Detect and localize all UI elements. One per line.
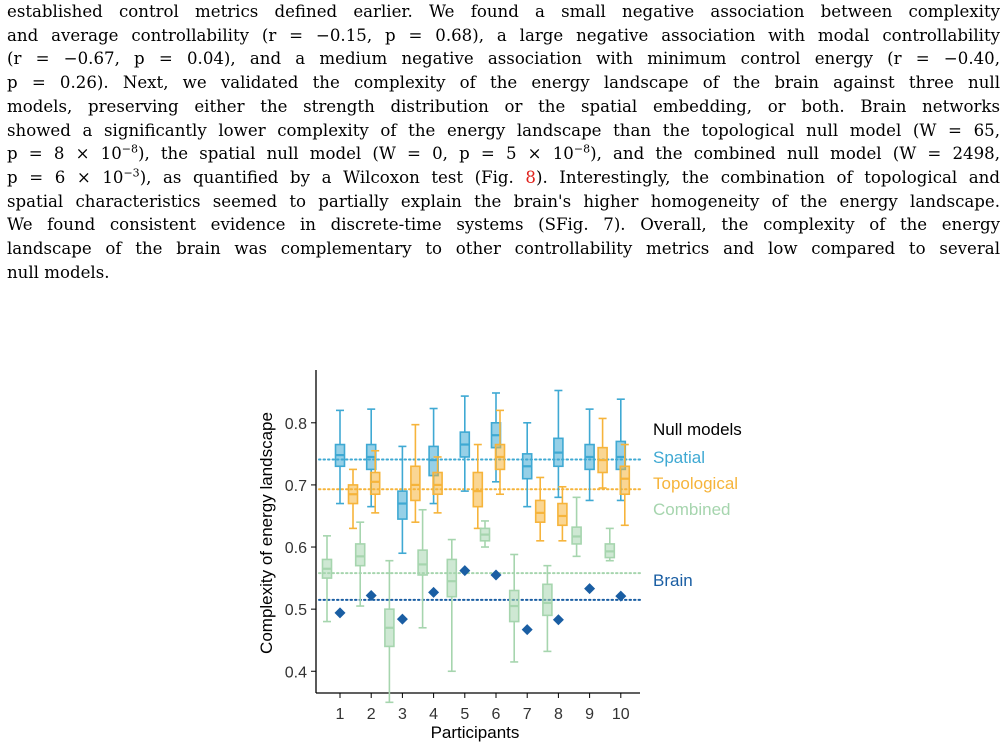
box-combined [508, 553, 520, 663]
box-spatial [584, 408, 595, 502]
brain-point [584, 583, 596, 595]
box-spatial [553, 389, 564, 499]
box-spatial [397, 445, 408, 555]
x-tick-label: 3 [398, 706, 407, 723]
paragraph-line: p = 6 × 10−3), as quantified by a Wilcox… [7, 166, 1000, 187]
box-iqr [410, 465, 421, 502]
paragraph-line: and average controllability (r = −0.15, … [7, 25, 1000, 45]
box-iqr [615, 440, 627, 471]
x-tick-label: 7 [523, 706, 532, 723]
paragraph-line: landscape of the brain was complementary… [7, 239, 1000, 259]
box-combined [604, 527, 616, 562]
box-combined [479, 520, 491, 548]
paragraph-line: p = 0.26). Next, we validated the comple… [7, 73, 1000, 93]
paragraph-line: spatial characteristics seemed to partia… [7, 191, 1000, 211]
brain-points [334, 565, 627, 636]
box-spatial [521, 421, 533, 508]
y-tick-label: 0.8 [285, 416, 307, 433]
box-topological [494, 409, 506, 496]
plot-axes: 0.4 0.5 0.6 0.7 0.8 1 2 3 4 5 6 7 8 9 10 [285, 370, 640, 723]
box-topological [347, 468, 359, 530]
brain-point [521, 624, 533, 636]
box-topological [369, 449, 381, 514]
brain-point [459, 565, 471, 577]
box-topological [597, 417, 608, 489]
x-tick-label: 2 [367, 706, 376, 723]
box-topological [619, 443, 631, 527]
x-tick-label: 5 [460, 706, 469, 723]
box-iqr [432, 471, 443, 496]
brain-point [615, 590, 627, 602]
paragraph-line: models, preserving either the strength d… [7, 96, 1000, 116]
y-tick-label: 0.6 [285, 540, 307, 557]
legend-title: Null models [653, 420, 742, 439]
x-tick-label: 10 [612, 706, 630, 723]
box-plots [321, 389, 631, 704]
x-tick-label: 8 [554, 706, 563, 723]
box-combined [384, 559, 395, 704]
box-spatial [459, 395, 471, 492]
box-topological [557, 485, 568, 542]
x-tick-label: 6 [492, 706, 501, 723]
paragraph-line: null models. [7, 262, 110, 282]
x-tick-label: 9 [585, 706, 594, 723]
paragraph-line: showed a significantly lower complexity … [7, 120, 1000, 140]
box-topological [410, 423, 421, 523]
legend-entry-topological: Topological [653, 474, 738, 493]
y-axis-title: Complexity of energy landscape [257, 412, 276, 654]
legend-entry-spatial: Spatial [653, 448, 705, 467]
brain-point [428, 586, 440, 598]
box-combined [571, 496, 582, 558]
box-topological [472, 443, 484, 530]
y-tick-label: 0.5 [285, 602, 307, 619]
brain-point [490, 569, 502, 581]
x-axis-title: Participants [431, 723, 520, 742]
brain-point [365, 589, 377, 601]
brain-point [396, 613, 408, 625]
box-topological [432, 456, 443, 514]
legend-entry-combined: Combined [653, 500, 731, 519]
box-combined [542, 564, 553, 653]
paragraph-line: We found consistent evidence in discrete… [7, 215, 1000, 235]
paragraph-line: established control metrics defined earl… [7, 2, 1000, 21]
x-tick-label: 1 [336, 706, 345, 723]
box-combined [354, 521, 366, 607]
y-tick-label: 0.4 [285, 664, 307, 681]
brain-point [552, 614, 564, 626]
box-iqr [354, 543, 366, 567]
paragraph-line: p = 8 × 10−8), the spatial null model (W… [7, 142, 1000, 164]
paragraph-line: (r = −0.67, p = 0.04), and a medium nega… [7, 49, 1000, 69]
figure-reference-link[interactable]: 8 [525, 167, 536, 187]
box-combined [321, 535, 333, 623]
box-iqr [397, 490, 408, 520]
box-spatial [334, 409, 346, 505]
body-paragraph: established control metrics defined earl… [7, 0, 1000, 284]
box-iqr [619, 465, 631, 496]
x-tick-label: 4 [429, 706, 438, 723]
box-combined [446, 538, 458, 673]
y-tick-label: 0.7 [285, 478, 307, 495]
box-topological [534, 476, 546, 542]
box-combined [417, 508, 428, 629]
box-iqr [472, 471, 484, 508]
legend-entry-brain: Brain [653, 571, 693, 590]
box-iqr [369, 471, 381, 496]
box-iqr [446, 558, 458, 598]
box-iqr [542, 583, 553, 617]
brain-point [334, 607, 346, 619]
box-iqr [417, 549, 428, 576]
box-iqr [534, 499, 546, 523]
box-iqr [557, 502, 568, 527]
